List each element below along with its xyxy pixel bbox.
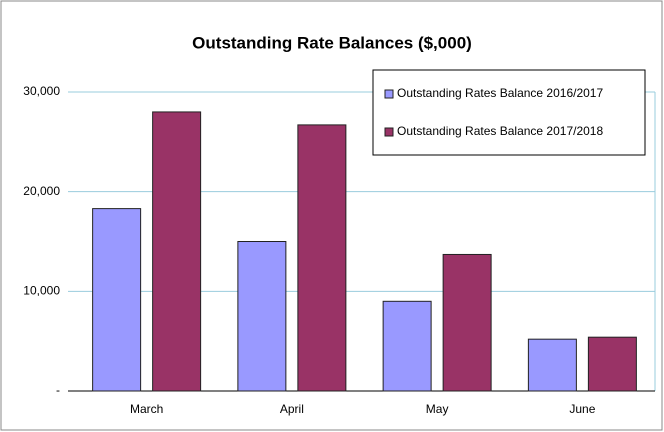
x-tick-label: June <box>569 402 595 416</box>
legend-swatch <box>384 89 394 99</box>
x-tick-label: May <box>426 402 449 416</box>
y-tick-label: 10,000 <box>23 284 60 298</box>
y-tick-label: 20,000 <box>23 184 60 198</box>
bar <box>92 208 142 392</box>
x-tick-label: April <box>280 402 304 416</box>
bar <box>527 338 577 392</box>
chart-title: Outstanding Rate Balances ($,000) <box>192 33 472 52</box>
bar <box>297 124 347 392</box>
bar <box>152 111 202 392</box>
bar <box>382 300 432 392</box>
x-tick-label: March <box>130 402 163 416</box>
bar <box>587 336 637 392</box>
legend-box <box>372 69 646 156</box>
y-tick-label: - <box>56 383 60 397</box>
legend-label: Outstanding Rates Balance 2017/2018 <box>397 124 603 138</box>
bar <box>442 253 492 392</box>
legend-label: Outstanding Rates Balance 2016/2017 <box>397 86 603 100</box>
y-tick-label: 30,000 <box>23 84 60 98</box>
bar <box>237 241 287 392</box>
legend-swatch <box>384 127 394 137</box>
